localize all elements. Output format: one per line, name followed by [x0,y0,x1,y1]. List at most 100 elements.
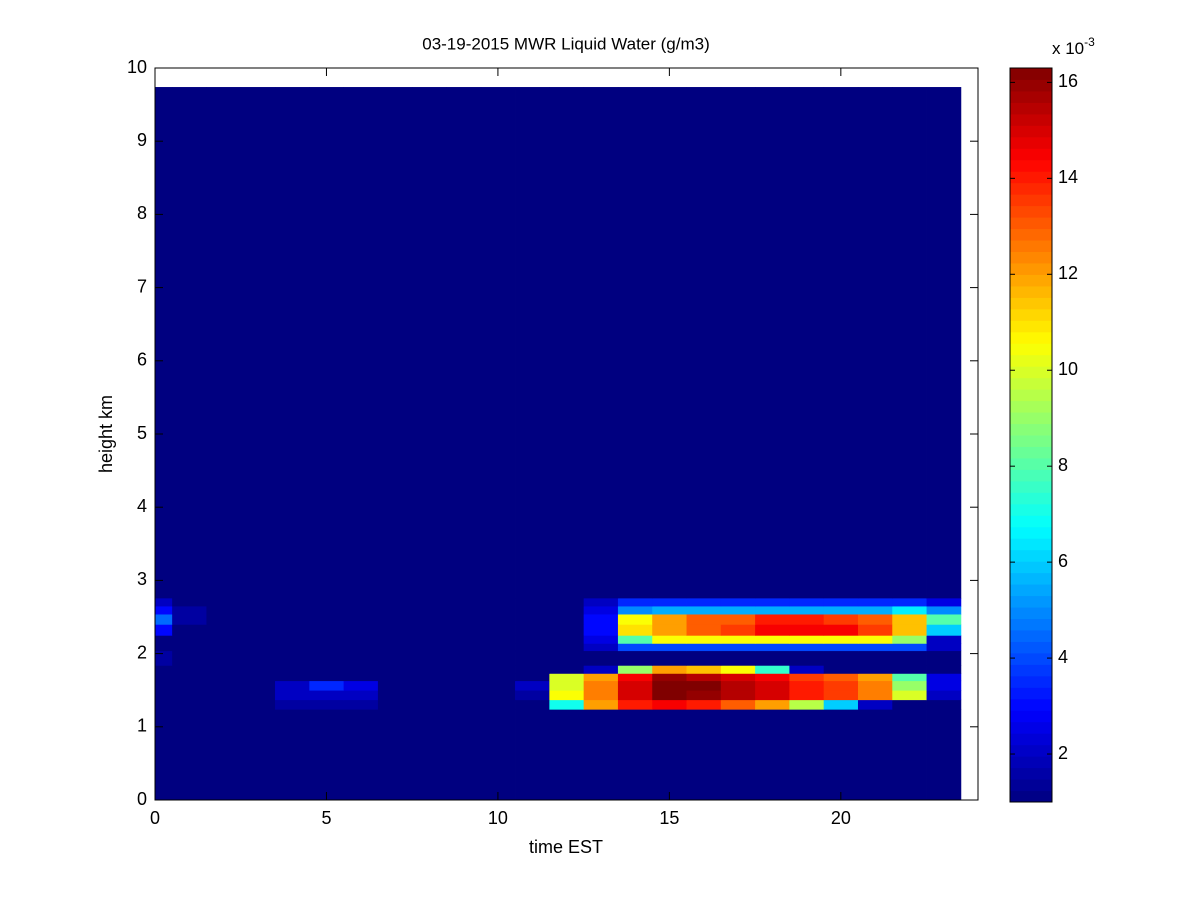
heatmap-cell [583,709,619,801]
heatmap-cell [446,709,482,801]
heatmap-cell [155,614,173,625]
colorbar-swatch [1010,618,1052,631]
colorbar-swatch [1010,469,1052,482]
heatmap-cell [172,606,207,615]
heatmap-cell [720,614,756,625]
heatmap-cell [789,87,825,599]
heatmap-cell [926,650,962,666]
heatmap-cell [720,650,756,666]
heatmap-cell [515,690,550,701]
colorbar-tick-label: 12 [1058,263,1078,283]
heatmap-cell [240,635,276,644]
heatmap-cell [720,624,756,636]
heatmap-cell [240,673,276,682]
heatmap-cell [309,709,345,801]
heatmap-cell [172,690,207,701]
colorbar-swatch [1010,767,1052,780]
multiplier-exponent: -3 [1084,35,1095,49]
y-tick-label: 3 [137,569,147,589]
heatmap-cell [686,635,722,644]
colorbar-swatch [1010,148,1052,161]
heatmap-cell [275,673,310,682]
heatmap-cell [155,690,173,701]
heatmap-cell [617,680,653,691]
heatmap-cell [155,597,173,607]
heatmap-cell [823,673,859,682]
heatmap-cell [343,690,379,701]
heatmap-cell [172,650,207,666]
x-tick-label: 15 [659,808,679,828]
heatmap-cell [617,690,653,701]
colorbar-swatch [1010,664,1052,677]
colorbar-swatch [1010,377,1052,390]
heatmap-cell [823,665,859,674]
heatmap-cell [446,665,482,674]
colorbar-swatch [1010,320,1052,333]
heatmap-cell [823,614,859,625]
heatmap-cell [446,87,482,599]
heatmap-cell [549,680,585,691]
heatmap-cell [652,699,687,710]
heatmap-cell [480,624,516,636]
heatmap-cell [789,673,825,682]
heatmap-cell [789,680,825,691]
heatmap-cell [926,597,962,607]
heatmap-cell [206,673,242,682]
heatmap-cell [309,650,345,666]
heatmap-cell [240,690,276,701]
heatmap-cell [583,635,619,644]
heatmap-cell [857,597,893,607]
heatmap-cell [720,690,756,701]
heatmap-cell [412,597,447,607]
colorbar-swatch [1010,744,1052,757]
colorbar-swatch [1010,503,1052,516]
heatmap-cell [823,597,859,607]
heatmap-cell [583,614,619,625]
heatmap-cell [617,709,653,801]
heatmap-cell [857,709,893,801]
heatmap-cell [155,624,173,636]
colorbar-swatch [1010,308,1052,321]
heatmap-cell [755,690,790,701]
colorbar-swatch [1010,136,1052,149]
colorbar-swatch [1010,423,1052,436]
heatmap-cell [343,87,379,599]
heatmap-cell [240,597,276,607]
heatmap-cell [617,643,653,652]
heatmap-cell [206,709,242,801]
heatmap-cell [206,690,242,701]
colorbar-swatch [1010,435,1052,447]
multiplier-base: x 10 [1052,39,1084,58]
colorbar-swatch [1010,515,1052,528]
heatmap-cell [309,690,345,701]
heatmap-cell [926,699,962,710]
heatmap-cell [446,635,482,644]
colorbar-swatch [1010,389,1052,402]
heatmap-cell [377,699,413,710]
heatmap-cell [686,650,722,666]
heatmap-cell [652,606,687,615]
heatmap-cell [309,87,345,599]
heatmap-cell [412,635,447,644]
heatmap-cell [446,643,482,652]
heatmap-cell [686,699,722,710]
heatmap-cell [446,680,482,691]
heatmap-cell [515,606,550,615]
heatmap-cell [686,87,722,599]
colorbar-swatch [1010,629,1052,642]
colorbar-swatch [1010,698,1052,711]
colorbar-swatch [1010,779,1052,792]
heatmap-cell [686,673,722,682]
heatmap-cell [823,87,859,599]
heatmap-cell [172,709,207,801]
heatmap-cell [412,709,447,801]
heatmap-cell [686,690,722,701]
heatmap-cell [240,709,276,801]
heatmap-cell [240,680,276,691]
heatmap-cell [926,87,962,599]
heatmap-cell [343,643,379,652]
heatmap-cell [275,87,310,599]
heatmap-cell [789,635,825,644]
colorbar-swatch [1010,90,1052,103]
heatmap-cell [652,87,687,599]
